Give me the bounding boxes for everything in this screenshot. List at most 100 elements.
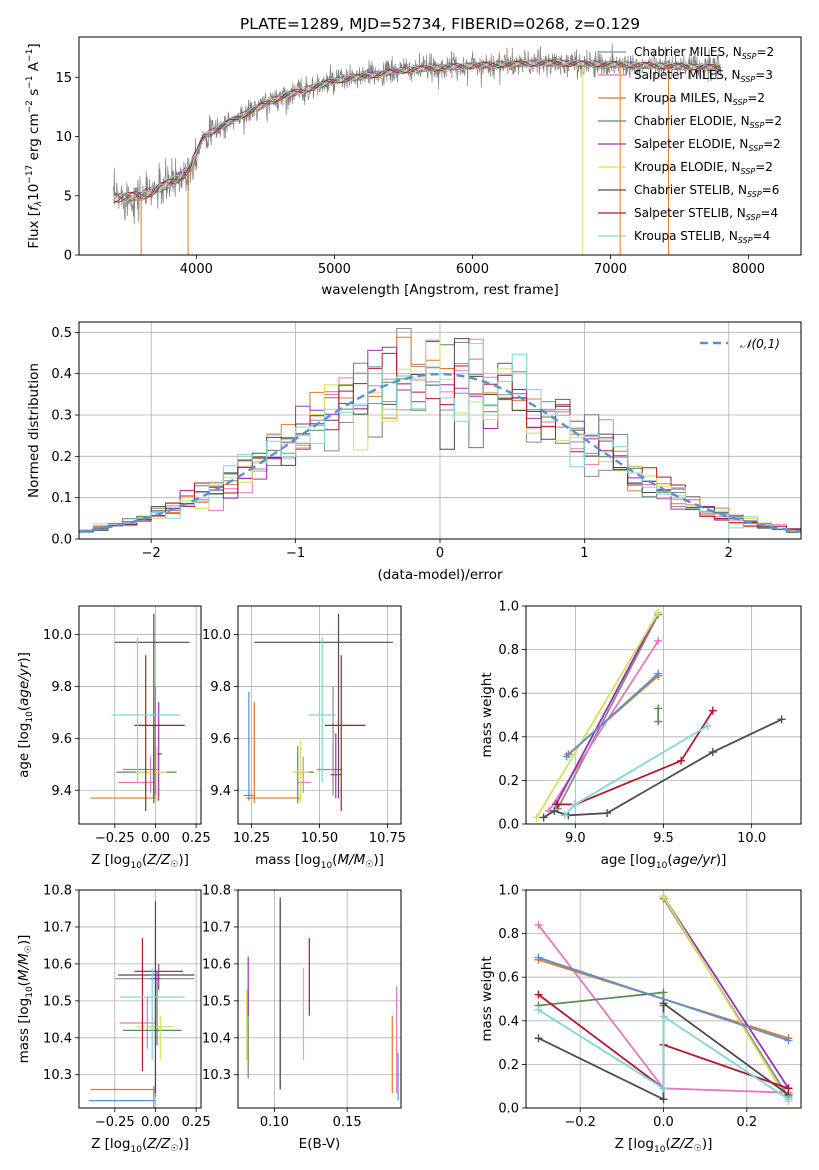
weight-marker [654,669,663,678]
axes-frame [78,889,202,1109]
weight-series [534,1005,793,1104]
weight-marker [708,706,717,715]
model-line [113,59,722,203]
y-axis-label: mass weight [479,672,495,757]
y-tick-label: 0.0 [51,533,72,548]
y-tick-label: 10.8 [43,884,72,899]
axes-frame [78,605,202,825]
weight-marker [677,756,686,765]
weight-series [560,721,712,820]
x-tick-label: −1 [286,546,305,561]
weight-line [535,612,659,818]
weight-series [562,669,663,761]
x-tick-label: 0.25 [182,1115,211,1130]
mass_vs_Z-axes: −0.25 0.00 0.25 10.3 10.4 10.5 10.6 10.7 10.8 [43,884,211,1131]
x-tick-label: 10.25 [233,831,270,846]
y-tick-label: 5 [64,189,72,204]
y-tick-label: 10 [55,130,72,145]
weight-marker [654,608,663,617]
axes-frame [237,889,402,1109]
model-line [113,59,722,203]
weight-marker [532,813,541,822]
residual-histogram [79,343,801,532]
y-tick-label: 1.0 [498,600,519,615]
y-tick-label: 0.8 [498,927,519,942]
weight-marker [603,809,612,818]
weight_vs_age-axes: 9.0 9.5 10.0 0.0 0.2 0.4 0.6 0.8 1.0 [498,600,801,846]
age_vs_Z-points [90,613,190,812]
legend-entry: Kroupa ELODIE, NSSP=2 [634,160,773,176]
weight-line [538,956,789,1042]
y-tick-label: 9.8 [51,680,72,695]
x-tick-label: 0.15 [333,1115,362,1130]
y-tick-label: 9.4 [210,784,231,799]
weight-marker [539,813,548,822]
y-tick-label: 0.4 [498,730,519,745]
y-tick-label: 10.7 [202,920,231,935]
y-tick-label: 9.6 [51,732,72,747]
x-tick-label: 0 [436,546,444,561]
x-tick-label: −0.25 [95,1115,135,1130]
x-tick-label: 10.0 [737,831,766,846]
weight-marker [550,806,559,815]
y-tick-label: 10.0 [43,628,72,643]
model-line [113,59,722,204]
weight-line [557,710,714,806]
weight-series [532,608,663,822]
legend-entry: Kroupa MILES, NSSP=2 [634,91,765,107]
weight-marker [534,920,543,929]
residual-histogram [79,352,801,531]
legend-entry: Kroupa STELIB, NSSP=4 [634,229,770,245]
legend-entry: Salpeter STELIB, NSSP=4 [634,206,778,222]
y-tick-label: 9.4 [51,784,72,799]
y-tick-label: 10.7 [43,920,72,935]
y-tick-label: 10.0 [202,628,231,643]
legend-entry: Chabrier MILES, NSSP=2 [634,45,774,61]
x-axis-label: age [log10(age/yr)] [601,852,727,871]
spectrum-legend: Chabrier MILES, NSSP=2 Salpeter MILES, NS… [598,45,782,245]
weight-marker [560,811,569,820]
y-tick-label: 1.0 [498,884,519,899]
axes-frame [237,605,402,825]
weight-line [662,896,790,1089]
x-tick-label: 8000 [732,262,765,277]
weight-line [538,1009,789,1101]
mass_vs_Z-points [88,901,195,1108]
weight-series [654,704,663,726]
x-tick-label: 9.0 [565,831,586,846]
y-tick-label: 0.6 [498,971,519,986]
x-tick-label: 4000 [180,262,213,277]
weight-marker [659,892,668,901]
y-tick-label: 0.6 [498,687,519,702]
figure-title: PLATE=1289, MJD=52734, FIBERID=0268, z=0… [240,15,640,33]
axes-frame [78,36,802,256]
weight-marker [659,988,668,997]
y-tick-label: 9.8 [210,680,231,695]
y-tick-label: 0.0 [498,818,519,833]
weight-marker [534,953,543,962]
y-axis-label: mass [log10(M/M☉)] [16,935,35,1064]
y-axis-label: age [log10(age/yr)] [16,652,35,778]
residuals-axes: −2 −1 0 1 2 0.0 0.1 0.2 0.3 0.4 0.5 [51,322,801,561]
weight-line [662,896,790,1102]
y-tick-label: 10.3 [202,1068,231,1083]
weight-marker [777,715,786,724]
x-axis-label: (data-model)/error [377,567,503,583]
weight-marker [654,704,663,713]
x-tick-label: 0.2 [736,1115,757,1130]
weight-marker [784,1084,793,1093]
y-tick-label: 10.6 [202,957,231,972]
model-line [113,59,721,202]
model-line [113,59,722,201]
model-line [113,59,722,203]
axes-frame [78,321,802,540]
x-axis-label: Z [log10(Z/Z☉)] [615,1136,713,1155]
y-axis-label: Normed distribution [26,363,42,498]
weight-marker [659,1012,668,1021]
x-tick-label: 0.00 [141,1115,170,1130]
age_vs_mass-points [243,613,393,812]
x-axis-label: Z [log10(Z/Z☉)] [91,852,189,871]
weight-marker [708,748,717,757]
x-tick-label: 9.5 [653,831,674,846]
